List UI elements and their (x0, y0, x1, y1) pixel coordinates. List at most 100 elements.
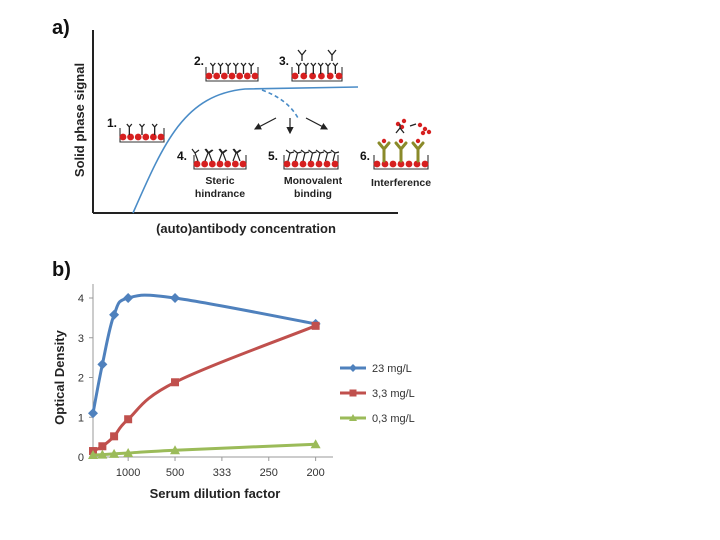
data-point (88, 450, 98, 460)
data-point (170, 293, 181, 303)
antigen-bead (193, 160, 201, 168)
y-tick-label: 3 (78, 333, 84, 345)
antibody (126, 123, 133, 135)
x-tick-label: 1000 (116, 467, 140, 479)
panel-b: b) 0 1 2 3 4 1000 500 333 250 200 Optical Density S… (52, 259, 415, 501)
step-1-number: 1. (107, 116, 117, 130)
antigen-bead (291, 72, 299, 80)
well-tray (283, 155, 339, 170)
x-tick-label: 500 (166, 467, 184, 479)
data-point (123, 293, 134, 303)
panel-b-label: b) (52, 259, 71, 281)
antigen-bead (323, 160, 331, 168)
step-2-number: 2. (194, 54, 204, 68)
data-point (310, 439, 321, 449)
step-6-caption: Interference (371, 177, 431, 189)
antigen-bead (205, 72, 213, 80)
chart-ylabel: Optical Density (52, 329, 67, 424)
well-tray (193, 155, 247, 170)
antibody (139, 123, 145, 135)
legend-marker (349, 389, 357, 397)
data-point (88, 408, 98, 419)
x-tick-label: 250 (260, 467, 278, 479)
monovalent-antibody (285, 149, 295, 162)
step-4-caption-line-1: Steric (205, 175, 234, 187)
step-4-caption-line-2: hindrance (195, 188, 245, 200)
optical-density-chart: 0 1 2 3 4 1000 500 333 250 200 Optical Density Seru… (52, 284, 415, 501)
antibody (295, 62, 302, 74)
panel-a-label: a) (52, 17, 70, 39)
antigen-bead (216, 160, 224, 168)
data-point (110, 432, 119, 441)
antibody (209, 62, 216, 74)
step-5-number: 5. (268, 149, 278, 163)
antigen-bead (307, 160, 315, 168)
detection-antibody (327, 49, 337, 61)
antigen-bead (318, 72, 325, 80)
antigen-bead (373, 160, 381, 168)
step-6-number: 6. (360, 149, 370, 163)
interferent-molecule (394, 141, 408, 163)
antigen-bead (300, 72, 308, 80)
antigen-bead (201, 160, 209, 168)
panel-a-xlabel: (auto)antibody concentration (156, 221, 336, 236)
data-point (109, 309, 120, 320)
antigen-bead (239, 160, 247, 168)
antibody (240, 62, 247, 74)
interferent-molecule (411, 141, 425, 163)
antigen-bead (142, 133, 150, 141)
antigen-bead (309, 72, 316, 80)
monovalent-antibody (293, 149, 302, 162)
crowded-antibody (205, 148, 214, 162)
antigen-bead (134, 133, 142, 141)
signal-curve (132, 86, 359, 214)
step-3-illustration: 3. (279, 49, 343, 82)
data-point (98, 442, 107, 451)
step-4-number: 4. (177, 149, 187, 163)
detection-antibody (297, 49, 307, 61)
well-tray (205, 67, 259, 82)
well-tray (291, 67, 343, 82)
antigen-bead (291, 160, 299, 168)
y-tick-label: 4 (78, 293, 84, 305)
step-1-illustration: 1. (107, 116, 165, 143)
antigen-bead (243, 72, 251, 80)
antigen-bead (315, 160, 323, 168)
series-line-1 (92, 324, 317, 453)
antigen-bead (220, 72, 228, 80)
antibody (151, 123, 158, 135)
antigen-bead (213, 72, 221, 80)
well-tray (373, 155, 429, 170)
crowded-antibody (219, 148, 228, 162)
panel-a: a) Solid phase signal (auto)antibody con… (52, 17, 431, 236)
step-2-well (205, 62, 259, 82)
crowded-antibody (233, 148, 242, 162)
legend-label: 23 mg/L (372, 363, 412, 375)
monovalent-antibody (323, 149, 332, 162)
antigen-bead (299, 160, 307, 168)
monovalent-antibody (308, 149, 317, 162)
antibody (303, 62, 309, 74)
antigen-bead (251, 72, 259, 80)
antibody (225, 62, 232, 74)
antigen-bead (331, 160, 339, 168)
data-point (170, 445, 181, 455)
antibody (248, 62, 255, 74)
antigen-bead (119, 133, 127, 141)
legend-marker (349, 414, 357, 421)
step-1-well (119, 123, 165, 143)
series-line-0 (91, 293, 316, 414)
interferent-bead (398, 138, 404, 144)
antigen-bead (236, 72, 244, 80)
antigen-bead (224, 160, 232, 168)
data-point (97, 359, 108, 370)
step-6-illustration: 6. Interference (360, 118, 431, 189)
antigen-bead (228, 72, 236, 80)
data-point (171, 378, 180, 387)
antigen-bead (335, 72, 343, 80)
data-point (97, 449, 108, 459)
step-5-caption-line-2: binding (294, 188, 332, 200)
monovalent-antibody (300, 149, 310, 162)
antigen-bead (326, 72, 334, 80)
